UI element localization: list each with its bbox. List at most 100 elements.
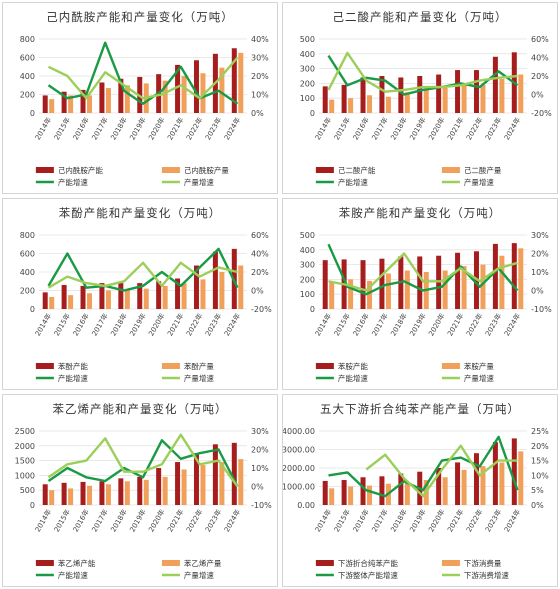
x-tick-label: 2020年 [146, 116, 166, 142]
bar [417, 76, 423, 113]
x-tick-label: 2016年 [71, 116, 91, 142]
bar [341, 480, 347, 505]
series-line [47, 261, 238, 289]
y-tick-label: 0 [30, 305, 35, 314]
bar [99, 283, 105, 309]
y-tick-label: 400 [300, 246, 315, 255]
x-tick-label: 2019年 [408, 312, 428, 338]
bar [212, 444, 218, 505]
bar [124, 85, 130, 113]
bar [200, 465, 206, 505]
bar [143, 479, 149, 505]
legend-label: 下游整体产能增速 [338, 570, 398, 580]
chart-svg: 苯乙烯产能和产量变化（万吨） 0 500 1000 1500 2000 2500 -10% 0%… [15, 402, 272, 580]
x-tick-label: 2020年 [426, 312, 446, 338]
bar [492, 442, 498, 505]
x-tick-label: 2019年 [128, 116, 148, 142]
bar [99, 481, 105, 505]
bar [99, 82, 105, 113]
y-tick-label: 2000 [15, 442, 35, 451]
legend-label: 产量增速 [184, 177, 214, 187]
bar [367, 485, 373, 505]
x-tick-label: 2014年 [313, 116, 333, 142]
y2-tick-label: 60% [251, 231, 269, 240]
series-line [47, 56, 239, 100]
y2-tick-label: 20% [251, 446, 269, 455]
legend-swatch [441, 167, 460, 173]
bar [68, 488, 74, 505]
y2-tick-label: 40% [251, 35, 269, 44]
x-tick-label: 2016年 [71, 508, 91, 534]
x-tick-label: 2022年 [184, 508, 204, 534]
bar [518, 74, 524, 113]
y-tick-label: 300 [300, 261, 315, 270]
bar [348, 486, 354, 505]
y-tick-label: 100 [300, 94, 315, 103]
bar [231, 442, 237, 505]
y-tick-label: 0 [30, 109, 35, 118]
x-tick-label: 2016年 [351, 312, 371, 338]
chart-svg: 五大下游折合纯苯产能产量（万吨） 0.00 1000.00 2000.00 3000.0… [283, 402, 549, 580]
bar [49, 296, 55, 309]
x-tick-label: 2019年 [128, 312, 148, 338]
bar [367, 95, 373, 113]
bar [436, 74, 442, 113]
y2-tick-label: 0% [531, 287, 544, 296]
bar [61, 284, 67, 309]
series-line [328, 435, 519, 498]
bar [499, 255, 505, 309]
y-tick-label: 500 [300, 35, 315, 44]
y-tick-label: 500 [300, 231, 315, 240]
series-line [365, 444, 518, 498]
x-tick-label: 2023年 [483, 312, 503, 338]
bar [329, 282, 335, 309]
bar [68, 295, 74, 309]
bar [322, 480, 328, 505]
x-tick-label: 2021年 [445, 116, 465, 142]
bar [492, 56, 498, 113]
legend-label: 产量增速 [464, 373, 494, 383]
y2-tick-label: 5% [531, 486, 544, 495]
y2-tick-label: 20% [251, 268, 269, 277]
bar [480, 466, 486, 505]
bar [105, 290, 111, 309]
y-tick-label: 1000 [15, 471, 35, 480]
y-tick-label: 0.00 [297, 501, 315, 510]
legend-label: 产量增速 [464, 177, 494, 187]
bar [480, 84, 486, 113]
bar [61, 482, 67, 505]
x-tick-label: 2014年 [33, 116, 53, 142]
x-tick-label: 2015年 [332, 116, 352, 142]
x-tick-label: 2014年 [33, 508, 53, 534]
chart-svg: 己内酰胺产能和产量变化（万吨） 0 200 400 600 800 0% 10% 20% 30% 4… [20, 10, 269, 187]
legend-label: 下游消费增速 [464, 570, 509, 580]
legend-label: 下游折合纯苯产能 [338, 558, 398, 568]
legend-label: 产量增速 [184, 373, 214, 383]
y2-tick-label: 25% [531, 427, 549, 436]
x-tick-label: 2016年 [351, 508, 371, 534]
bar [219, 462, 225, 505]
bar [42, 484, 48, 505]
x-tick-label: 2019年 [128, 508, 148, 534]
series-line [47, 433, 239, 488]
bar [492, 243, 498, 309]
bar [181, 469, 187, 505]
bar [385, 96, 391, 113]
bar [360, 77, 366, 113]
x-tick-label: 2015年 [52, 508, 72, 534]
bar [162, 476, 168, 505]
legend-swatch [315, 167, 334, 173]
bar [511, 243, 517, 309]
y2-tick-label: 30% [251, 427, 269, 436]
bar [118, 478, 124, 505]
y-tick-label: 1000.00 [283, 483, 315, 492]
bar [455, 462, 461, 505]
x-tick-label: 2024年 [222, 116, 242, 142]
bar [329, 488, 335, 505]
legend-label: 苯乙烯产能 [58, 558, 96, 568]
x-tick-label: 2024年 [222, 312, 242, 338]
series-line [327, 54, 519, 96]
y-tick-label: 400 [20, 268, 35, 277]
y-tick-label: 0 [310, 109, 315, 118]
bar [219, 272, 225, 309]
